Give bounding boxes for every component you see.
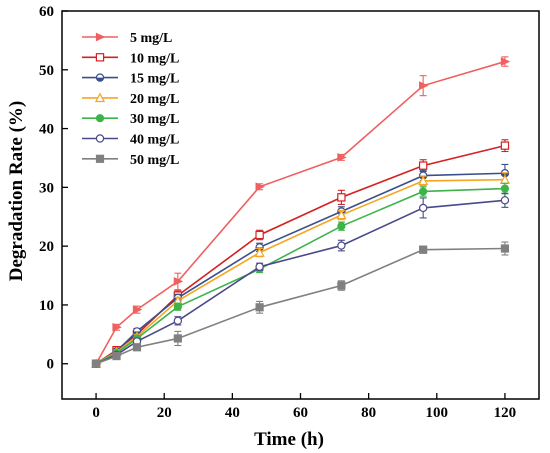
data-point (95, 154, 105, 163)
data-point-fill (96, 77, 104, 82)
legend-label: 50 mg/L (130, 153, 179, 168)
series (91, 163, 510, 368)
data-point (91, 359, 101, 368)
data-point (173, 277, 184, 286)
data-point (173, 334, 182, 343)
y-tick-label: 50 (39, 63, 54, 79)
data-point (95, 32, 106, 42)
legend-entry: 50 mg/L (82, 153, 179, 168)
data-series (90, 56, 511, 369)
data-point (132, 305, 143, 315)
data-point (132, 343, 142, 352)
legend-entry: 10 mg/L (82, 51, 179, 66)
data-point (173, 302, 182, 311)
data-point (255, 182, 266, 192)
x-tick-label: 20 (157, 405, 172, 421)
axis-ticks: 0 20 40 60 80 100 120 0 10 20 30 40 50 60 (39, 4, 516, 421)
x-tick-label: 60 (293, 405, 308, 421)
legend-label: 5 mg/L (130, 31, 172, 46)
data-point (419, 245, 428, 254)
x-tick-label: 120 (494, 405, 517, 421)
x-axis-title: Time (h) (254, 429, 324, 450)
data-point (419, 81, 429, 91)
series-line (95, 178, 505, 365)
data-point (337, 281, 346, 290)
legend-entry: 20 mg/L (82, 92, 179, 107)
data-point (255, 262, 264, 271)
y-tick-label: 30 (39, 180, 54, 196)
data-point (255, 230, 264, 240)
x-tick-label: 100 (426, 405, 449, 421)
legend-label: 10 mg/L (130, 51, 179, 66)
legend-label: 15 mg/L (130, 72, 179, 87)
x-tick-label: 80 (361, 405, 376, 421)
data-point (337, 153, 347, 162)
legend-entry: 15 mg/L (82, 72, 179, 87)
x-tick-label: 0 (92, 405, 100, 421)
legend-entry: 30 mg/L (82, 112, 179, 127)
data-point (419, 187, 428, 196)
legend-label: 30 mg/L (130, 112, 179, 127)
data-point (112, 322, 122, 332)
data-point (254, 247, 265, 257)
data-point (418, 203, 428, 213)
series-line (95, 199, 506, 365)
data-point (418, 175, 429, 186)
legend-label: 20 mg/L (130, 92, 179, 107)
series (90, 172, 511, 368)
y-tick-label: 40 (39, 122, 54, 138)
data-point (94, 92, 106, 103)
y-tick-label: 20 (39, 239, 54, 255)
data-point (95, 73, 105, 82)
series-line (95, 172, 505, 365)
y-tick-label: 0 (47, 357, 55, 373)
series (91, 192, 510, 368)
data-point (500, 184, 510, 193)
legend: 5 mg/L 10 mg/L 15 mg/L 20 mg/L 30 mg/L 40 mg/… (82, 31, 179, 168)
series-line (95, 187, 505, 365)
y-tick-label: 10 (39, 298, 54, 314)
data-point (500, 57, 511, 66)
x-tick-label: 40 (225, 405, 240, 421)
series (91, 182, 510, 368)
data-point (337, 193, 346, 202)
data-point (500, 196, 510, 205)
y-axis-title: Degradation Rate (%) (6, 101, 27, 281)
y-tick-label: 60 (39, 4, 54, 20)
data-point (337, 222, 346, 231)
data-point (418, 161, 428, 170)
data-point (95, 114, 105, 123)
data-point (500, 141, 510, 150)
data-point (95, 53, 105, 62)
data-point (95, 134, 105, 143)
data-point (500, 244, 510, 253)
legend-entry: 40 mg/L (82, 133, 179, 148)
data-point (112, 351, 121, 361)
data-point (173, 316, 183, 326)
data-point (337, 241, 346, 250)
data-point (255, 303, 264, 312)
series-line (95, 247, 505, 365)
data-point (336, 209, 347, 220)
legend-label: 40 mg/L (130, 133, 179, 148)
legend-entry: 5 mg/L (82, 31, 172, 46)
series (91, 241, 510, 368)
